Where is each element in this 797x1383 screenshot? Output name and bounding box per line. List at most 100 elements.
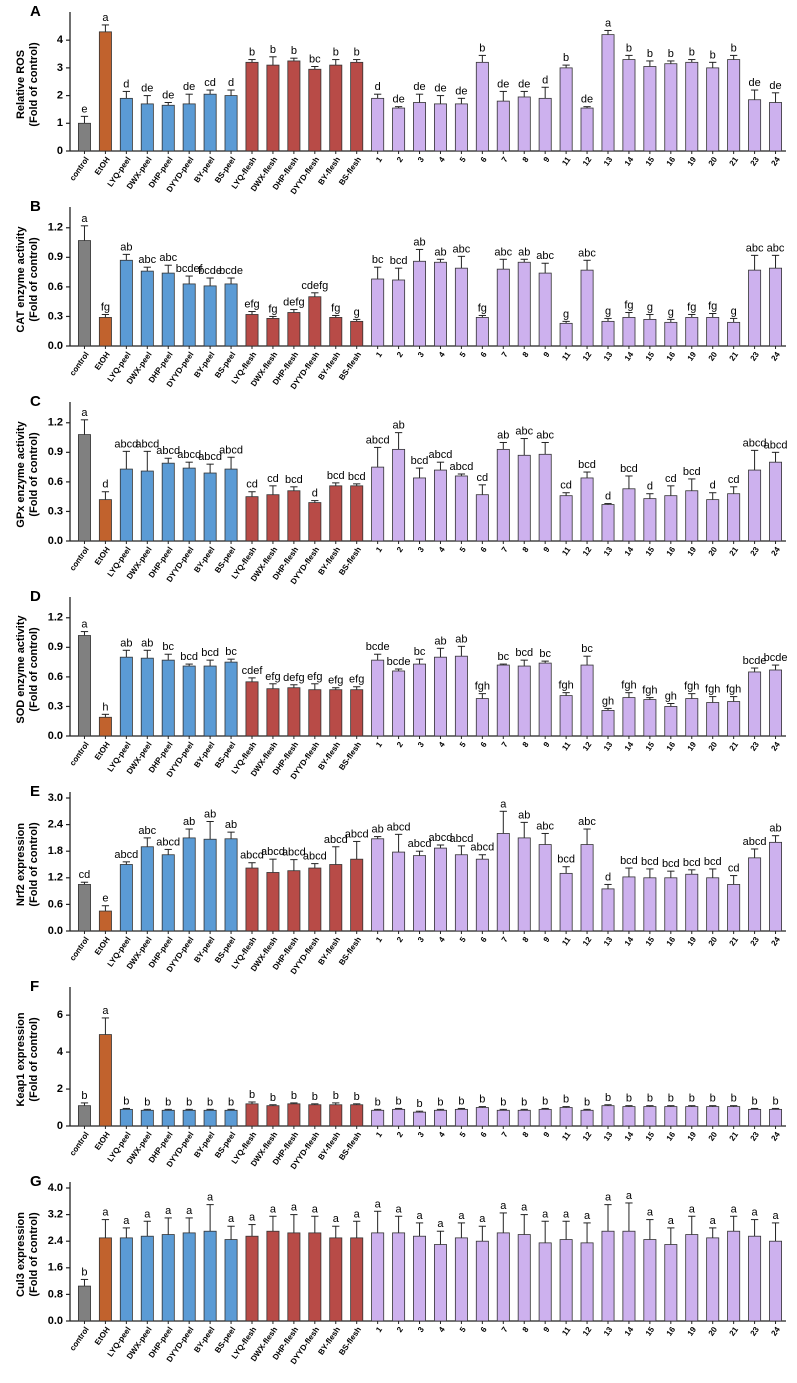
- bar: [371, 1232, 385, 1322]
- x-tick-label: 15: [644, 545, 657, 558]
- panel-label: D: [30, 588, 41, 605]
- bar: [161, 272, 175, 347]
- bar: [182, 837, 196, 932]
- bar: [706, 1237, 720, 1322]
- bar: [685, 873, 699, 932]
- significance-letter: a: [626, 1190, 633, 1202]
- bar: [203, 93, 217, 152]
- bar: [119, 864, 133, 932]
- bar: [140, 1235, 154, 1322]
- bar: [664, 321, 678, 347]
- bar: [245, 61, 259, 152]
- significance-letter: abc: [138, 825, 156, 837]
- significance-letter: a: [542, 1208, 549, 1220]
- significance-letter: fgh: [621, 680, 636, 692]
- x-tick-label: 23: [748, 350, 761, 363]
- significance-letter: ab: [518, 246, 530, 258]
- significance-letter: b: [500, 1096, 506, 1108]
- significance-letter: cd: [477, 472, 489, 484]
- y-tick-label: 0.0: [48, 1315, 63, 1327]
- significance-letter: cd: [204, 77, 216, 89]
- significance-letter: efg: [244, 299, 259, 311]
- bar: [559, 695, 573, 737]
- significance-letter: cdefg: [301, 280, 328, 292]
- significance-letter: abcd: [470, 842, 494, 854]
- bar: [559, 495, 573, 542]
- bar: [517, 1109, 531, 1127]
- bar: [601, 709, 615, 737]
- bar: [748, 99, 762, 152]
- bar: [706, 317, 720, 347]
- significance-letter: b: [563, 1094, 569, 1106]
- x-tick-label: 5: [458, 1130, 468, 1139]
- bar: [119, 1237, 133, 1322]
- significance-letter: ab: [183, 816, 195, 828]
- significance-letter: b: [521, 1096, 527, 1108]
- significance-letter: defg: [283, 297, 304, 309]
- y-tick-label: 2.4: [48, 819, 64, 831]
- bar: [329, 317, 343, 347]
- x-tick-label: 1: [374, 350, 384, 359]
- bar: [413, 477, 427, 542]
- significance-letter: fg: [268, 303, 277, 315]
- significance-letter: bcde: [764, 652, 788, 664]
- significance-letter: b: [668, 48, 674, 60]
- x-tick-label: 23: [748, 545, 761, 558]
- x-tick-label: 24: [769, 1130, 782, 1143]
- significance-letter: bc: [225, 646, 237, 658]
- bar: [601, 320, 615, 347]
- bar: [559, 1239, 573, 1322]
- y-tick-label: 0.9: [48, 251, 63, 263]
- significance-letter: efg: [328, 675, 343, 687]
- significance-letter: b: [584, 1096, 590, 1108]
- y-tick-label: 1.2: [48, 612, 63, 624]
- bar: [454, 1108, 468, 1127]
- bar: [329, 485, 343, 542]
- panel-label: A: [30, 3, 41, 20]
- significance-letter: a: [710, 1215, 717, 1227]
- x-tick-label: 4: [437, 740, 447, 749]
- y-tick-label: 4.0: [48, 1182, 63, 1194]
- significance-letter: b: [312, 1091, 318, 1103]
- significance-letter: b: [81, 1266, 87, 1278]
- bar: [287, 1103, 301, 1127]
- significance-letter: ab: [225, 819, 237, 831]
- significance-letter: a: [772, 1210, 779, 1222]
- significance-letter: bcde: [743, 655, 767, 667]
- x-tick-label: 23: [748, 1130, 761, 1143]
- significance-letter: b: [249, 47, 255, 59]
- x-tick-label: 24: [769, 155, 782, 168]
- x-tick-label: control: [68, 545, 91, 572]
- x-tick-label: 15: [644, 350, 657, 363]
- bar: [580, 1242, 594, 1322]
- y-tick-label: 0.0: [48, 535, 63, 547]
- significance-letter: abcd: [743, 437, 767, 449]
- bar: [98, 499, 112, 542]
- bar: [392, 851, 406, 932]
- y-axis-label: Keap1 expression: [15, 1012, 27, 1106]
- y-tick-label: 0: [57, 145, 63, 157]
- significance-letter: fgh: [475, 681, 490, 693]
- significance-letter: abcd: [387, 821, 411, 833]
- significance-letter: e: [102, 893, 108, 905]
- bar: [496, 1109, 510, 1127]
- significance-letter: fg: [331, 302, 340, 314]
- x-tick-label: 12: [581, 740, 594, 753]
- bar: [287, 60, 301, 152]
- x-tick-label: EtOH: [93, 1130, 112, 1152]
- x-tick-label: 5: [458, 155, 468, 164]
- significance-letter: a: [81, 619, 88, 631]
- significance-letter: bc: [162, 641, 174, 653]
- x-tick-label: 14: [623, 1130, 636, 1143]
- x-tick-label: 20: [707, 740, 720, 753]
- significance-letter: a: [521, 1202, 528, 1214]
- bar: [182, 283, 196, 347]
- x-tick-label: 7: [500, 1325, 510, 1334]
- bar: [433, 1109, 447, 1127]
- significance-letter: abcd: [303, 851, 327, 863]
- x-tick-label: 16: [665, 1325, 678, 1338]
- significance-letter: a: [102, 1005, 109, 1017]
- bar: [580, 269, 594, 347]
- panel-label: E: [30, 783, 40, 800]
- y-tick-label: 0.0: [48, 340, 63, 352]
